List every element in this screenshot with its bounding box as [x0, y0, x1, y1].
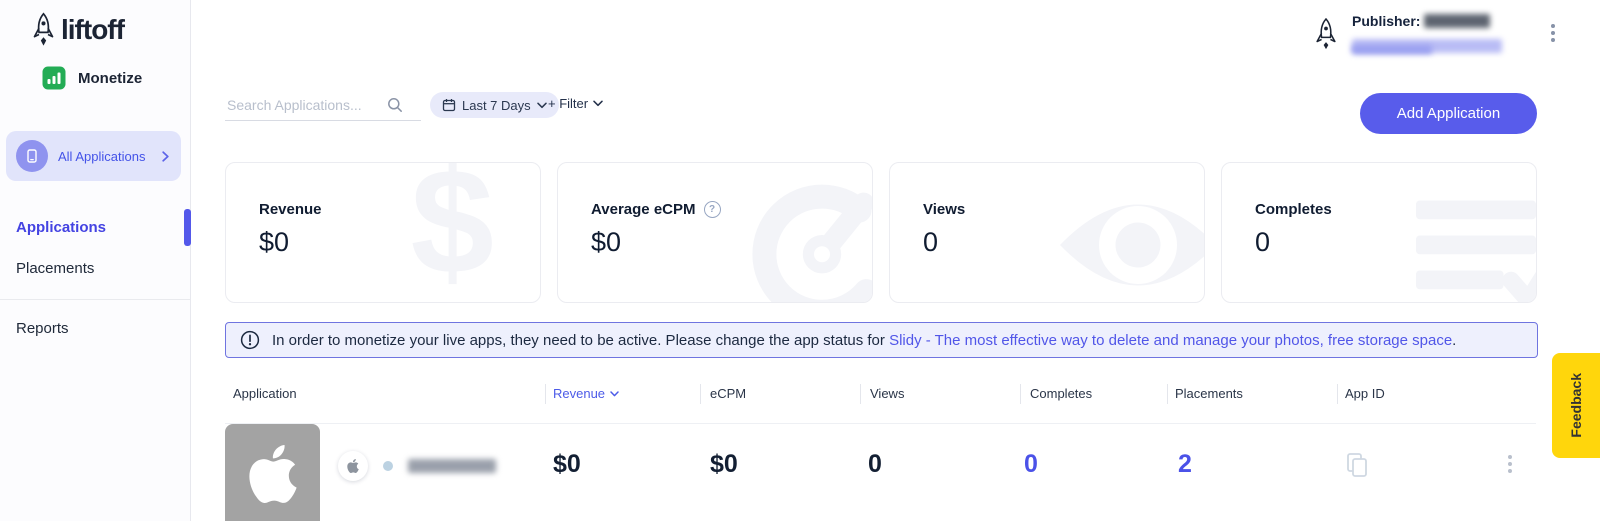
- column-divider: [1020, 384, 1021, 404]
- search-input[interactable]: [225, 90, 397, 120]
- column-header-views[interactable]: Views: [870, 386, 905, 401]
- app-icon-thumbnail[interactable]: [225, 424, 320, 521]
- column-divider: [860, 384, 861, 404]
- all-applications-label: All Applications: [58, 148, 146, 164]
- row-views-value: 0: [868, 450, 882, 478]
- all-applications-selector[interactable]: All Applications: [6, 131, 181, 181]
- search-container: [225, 90, 421, 121]
- stat-value: 0: [1255, 227, 1271, 257]
- row-placements-value[interactable]: 2: [1178, 450, 1192, 478]
- sidebar: liftoff Monetize All Applications: [0, 0, 191, 521]
- gauge-watermark-icon: [742, 171, 872, 302]
- row-completes-value[interactable]: 0: [1024, 450, 1038, 478]
- monetize-chart-icon: [42, 66, 66, 90]
- date-range-selector[interactable]: Last 7 Days: [430, 92, 559, 118]
- chevron-right-icon: [162, 150, 169, 162]
- column-divider: [545, 384, 546, 404]
- stat-card-views: Views 0: [889, 162, 1205, 303]
- stat-card-revenue: $ Revenue $0: [225, 162, 541, 303]
- chevron-down-icon: [593, 100, 603, 107]
- stat-title: Views: [923, 201, 966, 218]
- status-alert-banner: In order to monetize your live apps, the…: [225, 322, 1538, 358]
- row-divider: [225, 423, 1536, 424]
- add-application-button[interactable]: Add Application: [1360, 93, 1537, 134]
- feedback-tab[interactable]: Feedback: [1552, 353, 1600, 458]
- publisher-info: Publisher:: [1352, 13, 1491, 29]
- help-icon[interactable]: ?: [703, 201, 721, 218]
- chevron-down-icon: [536, 102, 547, 109]
- column-divider: [1167, 384, 1168, 404]
- stat-card-completes: Completes 0: [1221, 162, 1537, 303]
- column-header-appid: App ID: [1345, 386, 1385, 401]
- column-header-application: Application: [233, 386, 297, 401]
- ios-platform-badge: [338, 451, 368, 481]
- search-icon: [387, 97, 403, 118]
- filter-button[interactable]: + Filter: [548, 96, 603, 111]
- eye-watermark-icon: [1048, 185, 1204, 302]
- app-name-redacted: [408, 459, 496, 473]
- logo-wordmark: liftoff: [61, 14, 125, 45]
- sidebar-divider: [0, 299, 190, 300]
- sidebar-item-applications[interactable]: Applications: [16, 219, 107, 236]
- row-ecpm-value: $0: [710, 450, 738, 478]
- app-status-dot: [383, 461, 393, 471]
- filter-label: + Filter: [548, 96, 589, 111]
- product-name: Monetize: [78, 69, 143, 87]
- header-kebab-menu[interactable]: [1551, 24, 1555, 42]
- stat-title: Average eCPM ?: [591, 201, 721, 218]
- exclamation-circle-icon: [240, 330, 260, 350]
- date-range-label: Last 7 Days: [462, 97, 531, 113]
- app-status-link[interactable]: Slidy - The most effective way to delete…: [889, 331, 1453, 349]
- sidebar-item-reports[interactable]: Reports: [16, 320, 69, 337]
- product-badge: Monetize: [42, 66, 142, 90]
- dollar-watermark-icon: $: [410, 162, 494, 303]
- publisher-email-redacted-segment: [1352, 45, 1432, 54]
- sidebar-item-placements[interactable]: Placements: [16, 260, 95, 277]
- column-header-revenue[interactable]: Revenue: [553, 386, 619, 401]
- liftoff-logo: liftoff: [30, 12, 125, 48]
- row-kebab-menu[interactable]: [1508, 455, 1512, 473]
- calendar-icon: [442, 98, 456, 112]
- add-application-label: Add Application: [1396, 105, 1501, 122]
- alert-message: In order to monetize your live apps, the…: [272, 331, 1457, 349]
- phone-icon: [16, 140, 48, 172]
- column-divider: [1337, 384, 1338, 404]
- row-revenue-value: $0: [553, 450, 581, 478]
- column-header-completes[interactable]: Completes: [1030, 386, 1093, 401]
- column-header-placements[interactable]: Placements: [1175, 386, 1243, 401]
- publisher-rocket-icon: [1313, 17, 1339, 58]
- column-header-ecpm[interactable]: eCPM: [710, 386, 747, 401]
- copy-app-id-icon[interactable]: [1342, 450, 1372, 485]
- publisher-name-redacted: [1424, 14, 1491, 28]
- stat-title: Completes: [1255, 201, 1332, 218]
- feedback-label: Feedback: [1568, 373, 1584, 438]
- rocket-logo-icon: [30, 12, 57, 48]
- stat-value: 0: [923, 227, 939, 257]
- active-nav-indicator: [184, 209, 191, 246]
- publisher-label: Publisher:: [1352, 13, 1421, 29]
- apple-logo-icon: [248, 445, 297, 503]
- column-divider: [700, 384, 701, 404]
- stat-title: Revenue: [259, 201, 322, 218]
- stat-value: $0: [591, 227, 622, 257]
- apple-logo-icon: [347, 459, 359, 473]
- stat-value: $0: [259, 227, 290, 257]
- stat-card-ecpm: Average eCPM ? $0: [557, 162, 873, 303]
- list-check-watermark-icon: [1406, 193, 1536, 302]
